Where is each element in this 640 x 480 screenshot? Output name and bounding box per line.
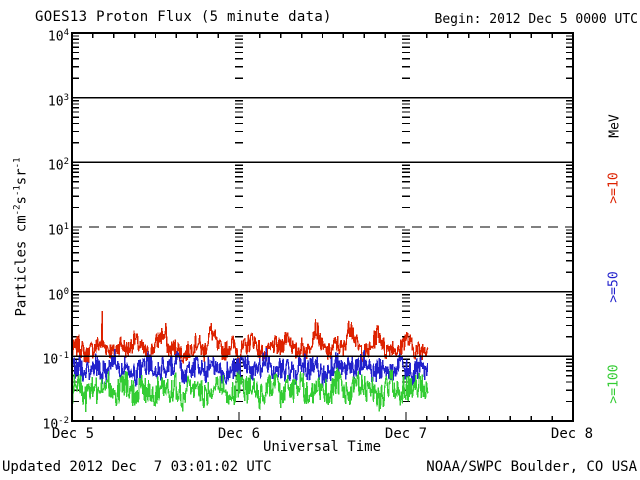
- y-tick-label: 103: [47, 92, 69, 109]
- footer-source-credit: NOAA/SWPC Boulder, CO USA: [426, 459, 637, 475]
- x-tick-dec8: Dec 8: [550, 426, 594, 442]
- legend-ge10-label: >=10: [606, 172, 622, 204]
- legend-mev-label: MeV: [607, 114, 623, 138]
- y-tick-label: 104: [47, 28, 69, 45]
- y-tick-label: 101: [47, 222, 69, 239]
- x-axis-label: Universal Time: [262, 439, 382, 455]
- begin-time-label: Begin: 2012 Dec 5 0000 UTC: [434, 12, 639, 27]
- legend-ge50-label: >=50: [606, 271, 622, 303]
- y-tick-label: 102: [47, 157, 69, 174]
- x-tick-dec6: Dec 6: [217, 426, 261, 442]
- x-tick-dec5: Dec 5: [51, 426, 95, 442]
- y-tick-label: 10-2: [42, 416, 70, 433]
- footer-updated-timestamp: Updated 2012 Dec 7 03:01:02 UTC: [2, 459, 272, 475]
- chart-title: GOES13 Proton Flux (5 minute data): [35, 9, 332, 25]
- y-tick-label: 10-1: [42, 351, 70, 368]
- legend-ge100-label: >=100: [606, 364, 622, 404]
- y-tick-label: 100: [47, 286, 69, 303]
- x-tick-dec7: Dec 7: [384, 426, 428, 442]
